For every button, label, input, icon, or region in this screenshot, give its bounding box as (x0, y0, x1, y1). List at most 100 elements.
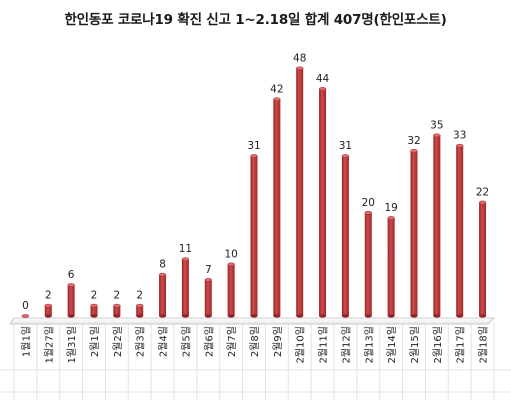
bar (273, 97, 281, 318)
category-label: 2월4일 (158, 326, 170, 357)
bar-cap (364, 210, 373, 215)
bar-base (159, 314, 167, 318)
bar-body (410, 150, 418, 316)
bar-cap (478, 200, 487, 205)
category-label: 2월14일 (386, 326, 398, 364)
category-label: 2월1일 (89, 326, 101, 357)
bar-body (67, 285, 75, 316)
category-label: 2월3일 (135, 326, 147, 357)
value-label: 2 (91, 290, 98, 302)
bar-body (341, 156, 349, 316)
bar-body (204, 279, 212, 316)
bar-body (273, 99, 281, 316)
category-label: 2월8일 (249, 326, 261, 357)
bar-cap (273, 97, 281, 102)
chart-floor (9, 317, 495, 325)
bar-base (387, 314, 395, 318)
bar (113, 303, 121, 318)
bar-cap (433, 133, 441, 138)
value-label: 11 (179, 243, 192, 255)
bar-base (44, 314, 52, 318)
bar-body (433, 135, 441, 316)
bar-body (296, 68, 304, 316)
value-label: 33 (453, 130, 466, 142)
bar (90, 303, 98, 318)
value-label: 6 (68, 269, 75, 281)
bar-base (90, 314, 98, 318)
chart-title: 한인동포 코로나19 확진 신고 1~2.18일 합계 407명(한인포스트) (64, 12, 447, 28)
bar-base (227, 314, 235, 318)
bar (250, 154, 258, 318)
bar-body (227, 264, 235, 316)
category-label: 2월11일 (318, 326, 330, 364)
category-label: 2월10일 (295, 326, 307, 364)
category-label: 2월16일 (432, 326, 444, 364)
bar-cap (90, 303, 98, 308)
bar-base (341, 314, 349, 318)
value-label: 7 (205, 264, 212, 276)
bar-body (113, 305, 121, 316)
bar-body (319, 88, 327, 317)
bar-cap (204, 278, 213, 282)
category-label: 2월17일 (455, 326, 467, 364)
category-label: 1월27일 (43, 326, 55, 364)
bar-cap (341, 154, 350, 158)
bar (67, 283, 75, 318)
bar-base (364, 314, 372, 318)
bar-base (136, 314, 144, 318)
value-label: 44 (316, 73, 330, 85)
value-label: 31 (339, 140, 352, 152)
value-label: 20 (362, 197, 375, 209)
bar (318, 87, 327, 318)
bar-cap (387, 216, 395, 220)
bar-base (456, 314, 464, 318)
bar (204, 278, 213, 318)
bar-body (387, 217, 395, 316)
bar (181, 257, 190, 318)
category-label: 2월6일 (203, 326, 215, 357)
category-label: 2월12일 (340, 326, 352, 364)
value-label: 2 (45, 290, 52, 302)
bar-body (456, 145, 464, 316)
value-label: 19 (384, 202, 397, 214)
chart-floor-plane (9, 317, 495, 325)
bar-body (250, 156, 258, 316)
bar-body (90, 305, 98, 316)
value-label: 2 (114, 290, 121, 302)
bar-body (159, 274, 167, 316)
category-label: 2월5일 (180, 326, 192, 357)
value-label: 22 (476, 186, 489, 198)
bar-base (479, 314, 487, 318)
bar-base (273, 314, 281, 318)
bar-base (319, 314, 327, 318)
bar (44, 303, 53, 318)
bar-cap (410, 149, 418, 153)
sheet-gridlines (0, 322, 511, 400)
bar (364, 210, 373, 318)
value-label: 32 (407, 135, 420, 147)
category-label: 2월7일 (226, 326, 238, 357)
value-label: 48 (293, 52, 306, 64)
bar (158, 272, 167, 318)
bar-cap (44, 303, 53, 308)
bar-base (296, 314, 304, 318)
bar-base (181, 314, 189, 318)
bar-body (136, 305, 144, 316)
bar-base (204, 314, 212, 318)
bar (478, 200, 487, 318)
value-label: 0 (22, 300, 29, 312)
bar-body (479, 202, 487, 316)
bar (410, 149, 418, 318)
bar-cap (181, 257, 190, 262)
category-label: 2월15일 (409, 326, 421, 364)
bar (433, 133, 441, 318)
category-label: 2월13일 (363, 326, 375, 364)
category-label: 2월2일 (112, 326, 124, 357)
value-label: 8 (159, 259, 166, 271)
bar-base (410, 314, 418, 318)
bar (455, 143, 464, 318)
bar (135, 303, 144, 318)
